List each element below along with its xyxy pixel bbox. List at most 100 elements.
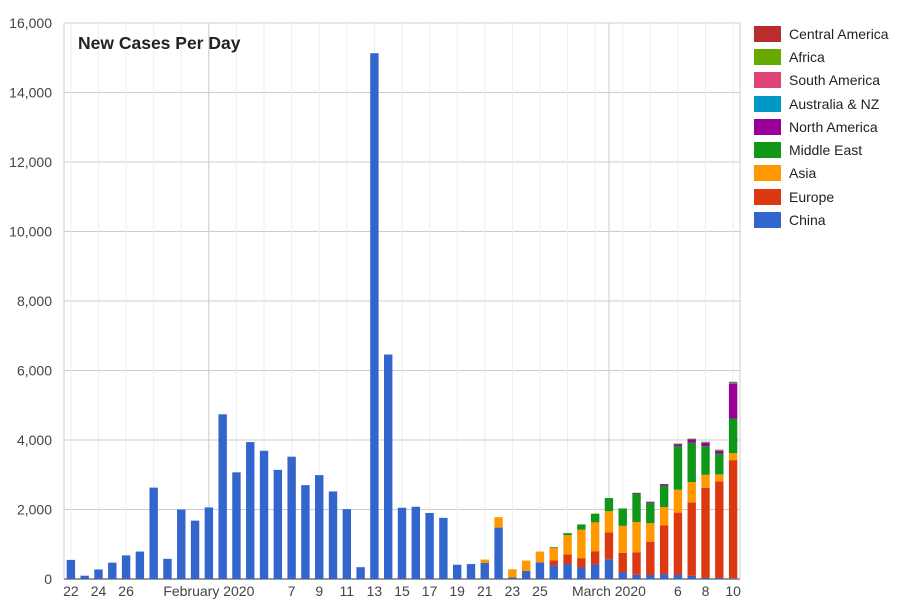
bar-middle-east — [701, 446, 710, 475]
x-tick-label: 23 — [505, 583, 521, 599]
bar-asia — [715, 474, 724, 482]
x-tick-label: 6 — [674, 583, 682, 599]
bar-europe — [563, 554, 572, 565]
bar-north-america — [646, 501, 655, 503]
bar-europe — [701, 487, 710, 578]
bar-middle-east — [590, 513, 600, 523]
bar-europe — [618, 552, 627, 573]
bar-china — [535, 562, 545, 579]
chart-title: New Cases Per Day — [78, 33, 241, 53]
x-tick-label: 13 — [367, 583, 383, 599]
bar-china — [673, 574, 683, 579]
bar-asia — [632, 522, 641, 553]
bar-china — [590, 564, 600, 579]
legend-item: Central America — [754, 22, 889, 45]
bar-china — [411, 506, 420, 579]
bar-china — [328, 491, 338, 579]
bar-central-america — [728, 381, 738, 383]
bar-china — [259, 450, 269, 579]
bar-china — [149, 487, 158, 579]
bar-asia — [673, 489, 683, 513]
legend-item: Asia — [754, 162, 889, 185]
x-tick-label: 24 — [91, 583, 107, 599]
bar-china — [715, 577, 724, 579]
bar-china — [494, 527, 503, 579]
legend-label: South America — [789, 72, 881, 89]
bar-china — [618, 572, 627, 579]
bar-europe — [687, 502, 696, 576]
bar-asia — [590, 522, 600, 552]
x-tick-label: 15 — [394, 583, 410, 599]
y-tick-label: 6,000 — [17, 363, 52, 379]
bar-asia — [494, 517, 503, 528]
bar-middle-east — [604, 498, 614, 512]
bar-europe — [728, 460, 738, 579]
bar-europe — [577, 558, 586, 568]
x-tick-label: 7 — [288, 583, 296, 599]
legend-item: Middle East — [754, 138, 889, 161]
bar-asia — [701, 474, 710, 488]
legend-swatch — [754, 142, 781, 159]
bars — [66, 53, 738, 580]
bar-asia — [549, 547, 558, 561]
bar-china — [204, 507, 214, 579]
legend-item: North America — [754, 115, 889, 138]
bar-africa — [673, 443, 683, 444]
bar-south-america — [715, 449, 724, 451]
bar-china — [563, 564, 572, 579]
bar-china — [701, 577, 710, 579]
bar-north-america — [728, 383, 738, 419]
y-tick-label: 16,000 — [9, 15, 52, 31]
bar-china — [135, 551, 145, 579]
legend-item: Europe — [754, 185, 889, 208]
bar-asia — [508, 569, 517, 578]
legend-swatch — [754, 118, 781, 135]
x-tick-label: 25 — [532, 583, 548, 599]
bar-china — [577, 567, 586, 579]
legend-swatch — [754, 188, 781, 205]
legend: Central America Africa South America Austra… — [754, 22, 889, 232]
legend-label: Asia — [789, 165, 817, 182]
bar-china — [121, 555, 131, 579]
bar-europe — [549, 560, 558, 566]
bar-north-america — [715, 450, 724, 454]
x-tick-label: 11 — [340, 583, 355, 599]
y-tick-label: 10,000 — [9, 224, 52, 240]
legend-swatch — [754, 212, 781, 229]
bar-china — [80, 575, 89, 579]
x-axis-ticks: 22 24 26 February 2020 7 9 11 13 15 17 19 21 23 25 Mar… — [63, 583, 741, 599]
x-tick-label: February 2020 — [163, 583, 254, 599]
bar-africa — [715, 449, 724, 451]
x-tick-label: 26 — [118, 583, 134, 599]
bar-china — [508, 577, 517, 579]
bar-middle-east — [673, 446, 683, 490]
bar-china — [452, 564, 462, 579]
bar-china — [549, 565, 558, 579]
bar-china — [384, 354, 393, 579]
gridlines — [63, 22, 741, 580]
bar-europe — [632, 552, 641, 575]
bar-middle-east — [687, 442, 696, 483]
y-tick-label: 2,000 — [17, 502, 52, 518]
bar-europe — [715, 481, 724, 578]
bar-south-america — [728, 382, 738, 384]
legend-label: Africa — [789, 48, 825, 65]
bar-asia — [646, 523, 655, 542]
legend-swatch — [754, 25, 781, 42]
bar-australia-nz — [715, 450, 724, 451]
x-tick-label: 9 — [315, 583, 323, 599]
bar-africa — [687, 438, 696, 440]
bar-asia — [687, 482, 696, 503]
legend-label: Central America — [789, 25, 889, 42]
bar-asia — [563, 535, 572, 555]
bar-middle-east — [577, 524, 586, 530]
x-tick-label: 10 — [725, 583, 741, 599]
bar-asia — [480, 559, 489, 564]
bar-china — [728, 578, 738, 579]
bar-china — [342, 509, 352, 579]
x-tick-label: 22 — [63, 583, 79, 599]
y-tick-label: 8,000 — [17, 293, 52, 309]
bar-north-america — [687, 439, 696, 443]
bar-china — [521, 571, 531, 579]
